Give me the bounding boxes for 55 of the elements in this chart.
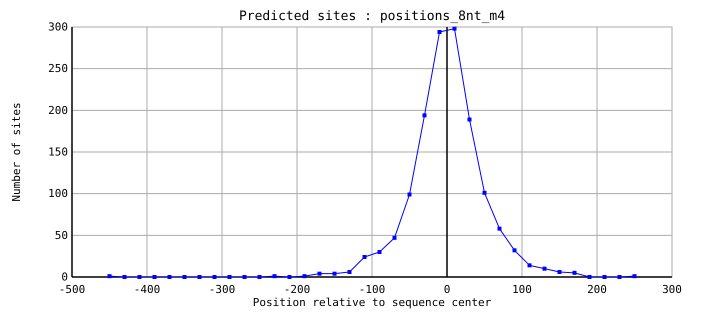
point [212, 275, 216, 279]
point [512, 248, 516, 252]
point [332, 272, 336, 276]
point [168, 275, 172, 279]
x-axis-title: Position relative to sequence center [252, 296, 492, 309]
point [362, 255, 366, 259]
point [408, 192, 412, 196]
y-axis-title: Number of sites [10, 102, 23, 202]
point [378, 250, 382, 254]
x-tick-label: 0 [444, 282, 450, 296]
point [422, 113, 426, 118]
point [138, 275, 142, 279]
point [482, 190, 486, 195]
point [632, 274, 636, 278]
point [588, 275, 592, 279]
point [542, 266, 546, 271]
point [438, 30, 442, 34]
chart-title: Predicted sites : positions_8nt_m4 [238, 9, 506, 24]
y-tick-label: 200 [48, 104, 68, 117]
y-tick-label: 50 [54, 228, 68, 242]
y-tick-label: 0 [61, 270, 68, 284]
x-tick-label: 200 [587, 282, 607, 296]
x-tick-label: -400 [134, 282, 160, 296]
point [198, 275, 202, 279]
point [228, 275, 232, 279]
y-tick-label: 250 [48, 62, 68, 76]
point [108, 274, 112, 278]
point [572, 270, 576, 275]
point [618, 275, 622, 279]
x-tick-label: -500 [58, 282, 86, 296]
point [152, 275, 156, 279]
point [558, 270, 562, 274]
point [452, 26, 456, 31]
point [272, 274, 276, 278]
point [348, 270, 352, 274]
point [258, 275, 262, 279]
y-tick-label: 150 [48, 146, 68, 159]
x-tick-label: -200 [284, 282, 310, 296]
x-tick-label: 100 [512, 282, 532, 296]
y-tick-label: 300 [48, 20, 68, 34]
point [288, 275, 292, 279]
point [242, 275, 246, 279]
x-tick-label: -100 [358, 282, 386, 296]
point [498, 226, 502, 231]
point [318, 272, 322, 276]
point [602, 275, 606, 279]
point [302, 274, 306, 278]
y-tick-label: 100 [48, 187, 68, 200]
point [122, 275, 126, 279]
point [182, 275, 186, 279]
point [468, 118, 472, 122]
x-tick-label: 300 [662, 282, 682, 296]
point [392, 236, 396, 240]
point [528, 263, 532, 268]
x-tick-label: -300 [208, 282, 236, 296]
